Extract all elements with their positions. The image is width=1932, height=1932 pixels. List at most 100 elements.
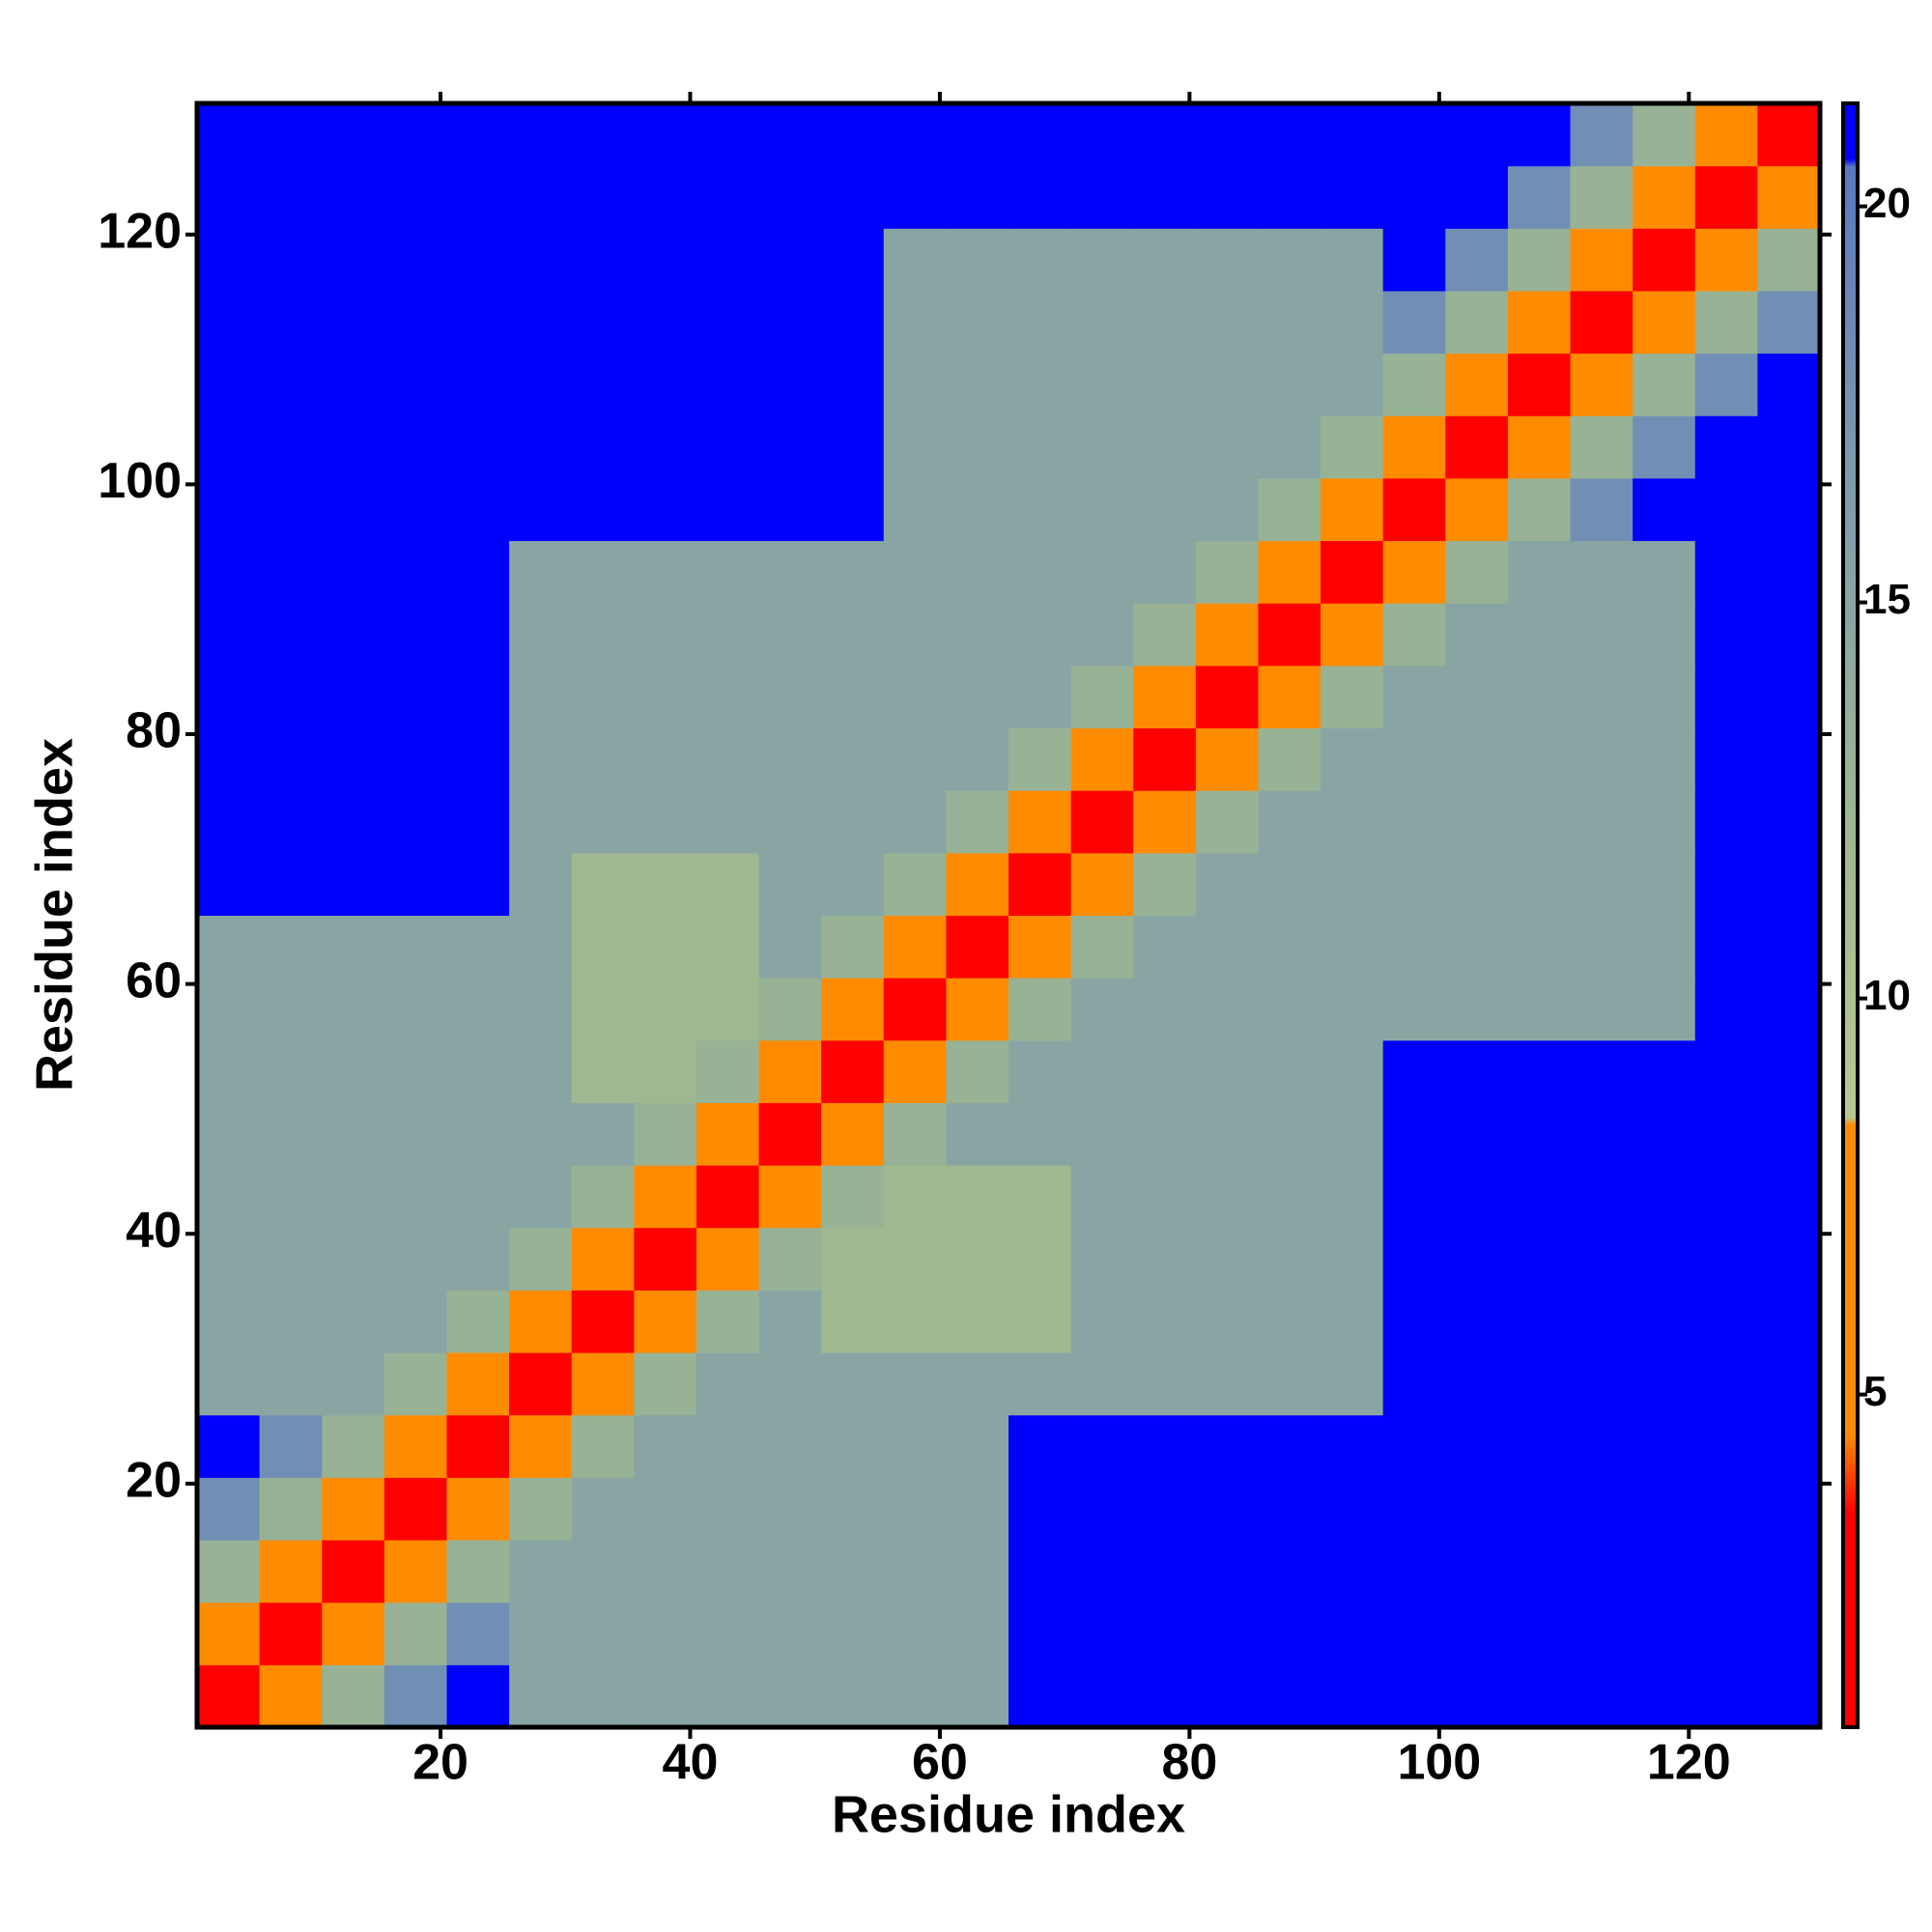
heatmap-cell <box>1757 665 1821 729</box>
heatmap-cell <box>197 103 261 167</box>
heatmap-cell <box>322 603 385 667</box>
heatmap-cell <box>1321 1414 1384 1478</box>
heatmap-cell <box>197 790 261 854</box>
plot-frame <box>194 100 1823 1730</box>
heatmap-cell <box>1070 1477 1134 1541</box>
heatmap-cell <box>883 790 947 854</box>
heatmap-cell <box>1570 1602 1634 1665</box>
heatmap-cell <box>322 228 385 292</box>
heatmap-cell <box>1382 415 1446 479</box>
heatmap-cell <box>883 727 947 791</box>
heatmap-cell <box>1195 1102 1259 1166</box>
heatmap-cell <box>883 1290 947 1353</box>
heatmap-cell <box>1070 790 1134 854</box>
heatmap-cell <box>758 290 822 355</box>
heatmap-cell <box>696 1102 760 1166</box>
heatmap-cell <box>1070 1102 1134 1166</box>
heatmap-cell <box>1070 1352 1134 1416</box>
heatmap-cell <box>384 1602 447 1665</box>
heatmap-cell <box>1694 852 1758 916</box>
heatmap-cell <box>384 477 447 542</box>
heatmap-cell <box>1382 978 1446 1041</box>
heatmap-cell <box>696 165 760 229</box>
heatmap-cell <box>946 1227 1009 1291</box>
heatmap-cell <box>1070 852 1134 916</box>
heatmap-cell <box>1382 852 1446 916</box>
heatmap-cell <box>758 790 822 854</box>
x-tick-label: 40 <box>663 1735 719 1791</box>
heatmap-cell <box>1633 1414 1696 1478</box>
heatmap-cell <box>946 915 1009 979</box>
heatmap-cell <box>1133 1414 1197 1478</box>
heatmap-cell <box>1321 915 1384 979</box>
heatmap-cell <box>1133 165 1197 229</box>
heatmap-cell <box>1321 978 1384 1041</box>
heatmap-cell <box>259 852 323 916</box>
heatmap-cell <box>446 790 510 854</box>
heatmap-cell <box>1445 1477 1509 1541</box>
heatmap-cell <box>1445 665 1509 729</box>
heatmap-cell <box>821 228 885 292</box>
heatmap-cell <box>571 603 635 667</box>
heatmap-cell <box>322 665 385 729</box>
x-tick-label: 20 <box>412 1735 469 1791</box>
heatmap-cell <box>1258 603 1321 667</box>
heatmap-cell <box>821 665 885 729</box>
heatmap-cell <box>1258 1039 1321 1103</box>
heatmap-cell <box>1507 477 1572 542</box>
heatmap-cell <box>883 603 947 667</box>
heatmap-cell <box>1694 1414 1758 1478</box>
heatmap-cell <box>446 1039 510 1103</box>
heatmap-cell <box>509 665 573 729</box>
heatmap-cell <box>1694 1540 1758 1604</box>
heatmap-cell <box>883 415 947 479</box>
heatmap-cell <box>1070 603 1134 667</box>
heatmap-cell <box>1507 228 1572 292</box>
heatmap-cell <box>1757 790 1821 854</box>
heatmap-cell <box>571 1602 635 1665</box>
heatmap-cell <box>1507 1664 1572 1728</box>
heatmap-cell <box>634 1602 697 1665</box>
x-tick-label: 80 <box>1161 1735 1217 1791</box>
heatmap-cell <box>1570 1664 1634 1728</box>
heatmap-cell <box>634 228 697 292</box>
y-tick-label: 100 <box>98 453 182 509</box>
heatmap-cell <box>1757 1039 1821 1103</box>
heatmap-cell <box>1382 165 1446 229</box>
heatmap-cell <box>1570 790 1634 854</box>
heatmap-cell <box>384 1039 447 1103</box>
heatmap-cell <box>946 1165 1009 1229</box>
heatmap-cell <box>259 915 323 979</box>
heatmap-cell <box>1195 353 1259 416</box>
heatmap-cell <box>322 1227 385 1291</box>
heatmap-cell <box>1633 1352 1696 1416</box>
heatmap-cell <box>1382 790 1446 854</box>
heatmap-cell <box>1570 603 1634 667</box>
heatmap-cell <box>1757 540 1821 604</box>
heatmap-cell <box>883 228 947 292</box>
heatmap-cell <box>634 477 697 542</box>
y-tick-label: 20 <box>126 1453 182 1509</box>
heatmap-cell <box>1382 603 1446 667</box>
heatmap-cell <box>696 1602 760 1665</box>
heatmap-cell <box>1694 1102 1758 1166</box>
heatmap-cell <box>883 477 947 542</box>
heatmap-cell <box>1195 1039 1259 1103</box>
heatmap-cell <box>821 727 885 791</box>
heatmap-cell <box>446 1290 510 1353</box>
heatmap-cell <box>1633 790 1696 854</box>
heatmap-cell <box>1694 415 1758 479</box>
heatmap-cell <box>1757 1165 1821 1229</box>
heatmap-cell <box>571 1540 635 1604</box>
heatmap-cell <box>1009 1039 1072 1103</box>
heatmap-cell <box>696 1540 760 1604</box>
heatmap-cell <box>1694 1477 1758 1541</box>
heatmap-cell <box>1507 1540 1572 1604</box>
heatmap-cell <box>1382 1414 1446 1478</box>
heatmap-cell <box>1009 1290 1072 1353</box>
heatmap-cell <box>1757 477 1821 542</box>
heatmap-cell <box>1570 165 1634 229</box>
heatmap-cell <box>821 1602 885 1665</box>
heatmap-cell <box>384 540 447 604</box>
heatmap-cell <box>1133 1039 1197 1103</box>
